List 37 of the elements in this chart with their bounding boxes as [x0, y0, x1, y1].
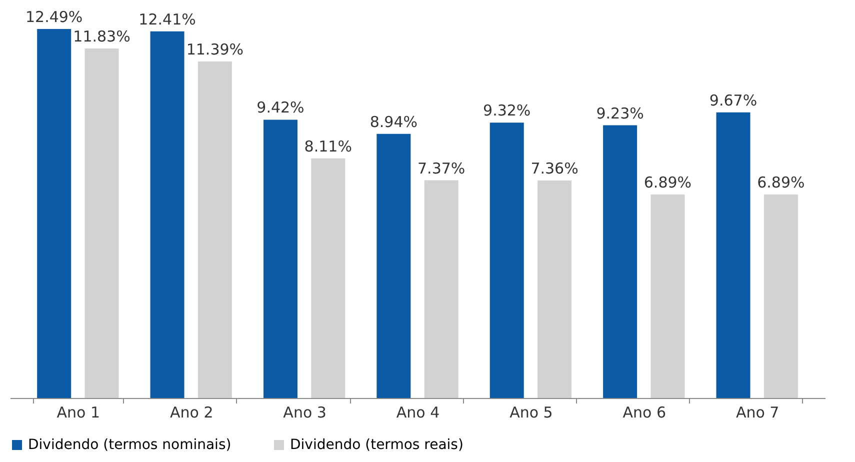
bar	[150, 31, 184, 398]
x-tick-label: Ano 6	[622, 404, 666, 422]
data-label: 8.94%	[370, 112, 418, 131]
data-label: 8.11%	[304, 137, 352, 156]
data-label: 12.41%	[138, 10, 196, 28]
x-tick-label: Ano 1	[56, 404, 100, 422]
bar	[650, 194, 685, 398]
x-tick-label: Ano 7	[736, 404, 780, 422]
bar	[538, 180, 572, 398]
x-tick-label: Ano 2	[170, 404, 214, 422]
bar	[376, 134, 411, 398]
data-label: 7.36%	[530, 160, 578, 178]
bar	[198, 62, 232, 398]
data-label: 11.83%	[73, 28, 130, 46]
bar	[490, 122, 524, 398]
legend-label: Dividendo (termos nominais)	[28, 437, 232, 453]
data-label: 6.89%	[757, 173, 805, 192]
data-label: 9.67%	[709, 91, 758, 110]
bar	[764, 194, 798, 398]
data-label: 6.89%	[644, 173, 692, 192]
data-label: 7.37%	[418, 159, 466, 178]
data-label: 9.32%	[483, 102, 531, 120]
bar	[311, 158, 346, 398]
bar	[263, 120, 298, 398]
bar	[603, 125, 638, 398]
x-tick-label: Ano 5	[510, 404, 553, 422]
bar	[424, 180, 458, 398]
legend-label: Dividendo (termos reais)	[290, 437, 464, 453]
data-label: 12.49%	[25, 8, 83, 26]
bar	[716, 112, 750, 398]
x-tick-label: Ano 4	[396, 404, 440, 422]
bar	[37, 29, 72, 398]
x-tick-label: Ano 3	[283, 404, 326, 422]
bar	[84, 48, 119, 398]
data-label: 11.39%	[186, 40, 244, 58]
data-label: 9.23%	[596, 104, 644, 122]
data-label: 9.42%	[256, 98, 304, 117]
